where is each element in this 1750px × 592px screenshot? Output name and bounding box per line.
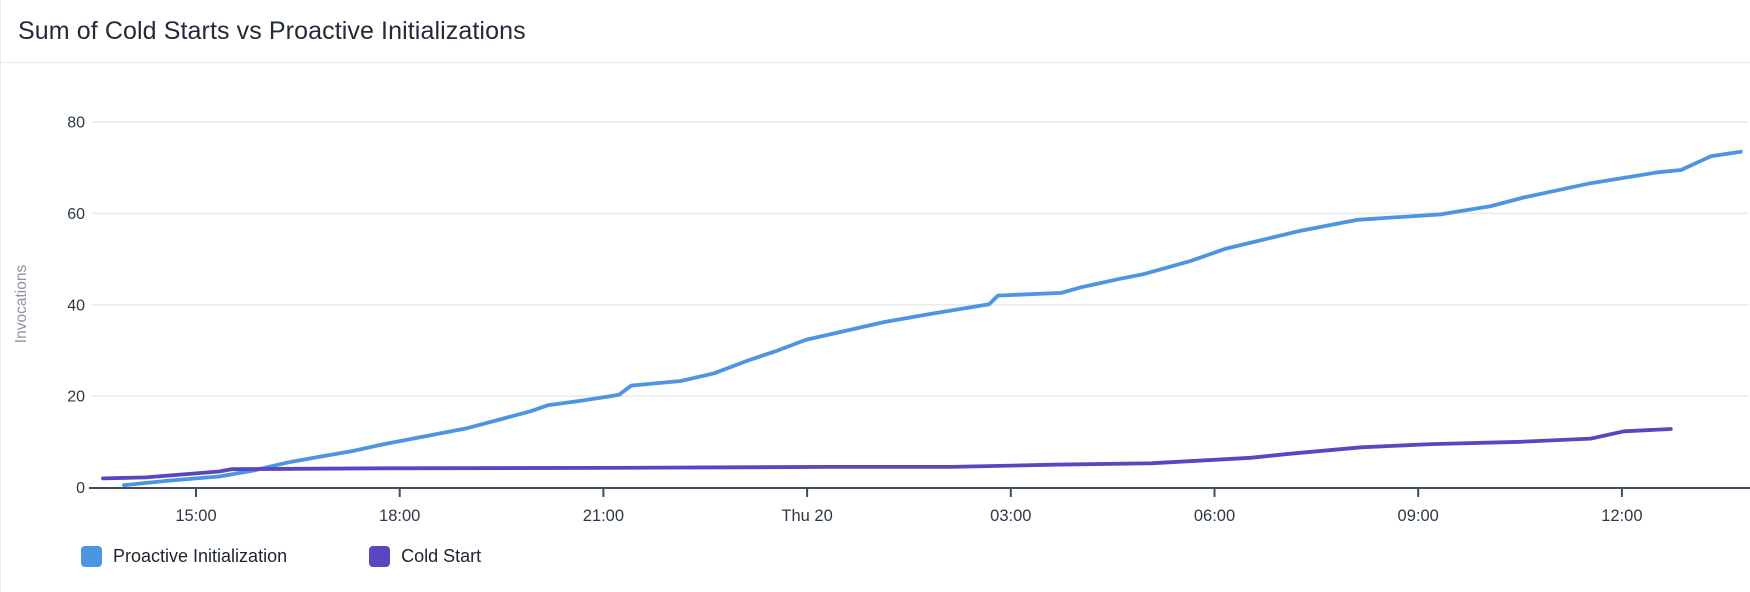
svg-text:18:00: 18:00 [379,507,420,525]
x-axis: 15:00 18:00 21:00 Thu 20 03:00 06:00 09:00 12:0… [89,487,1750,525]
series-line-proactive-initialization [122,149,1743,488]
widget-header: Sum of Cold Starts vs Proactive Initiali… [1,0,1750,62]
svg-text:0: 0 [76,480,85,497]
legend-item-proactive-initialization[interactable]: Proactive Initialization [81,546,287,567]
page-title: Sum of Cold Starts vs Proactive Initiali… [18,16,526,45]
y-axis-labels: 0 20 40 60 80 [67,115,85,497]
svg-text:03:00: 03:00 [990,507,1031,525]
svg-text:60: 60 [67,206,85,223]
svg-text:Thu 20: Thu 20 [781,507,832,525]
svg-text:06:00: 06:00 [1194,507,1235,525]
svg-text:15:00: 15:00 [175,507,216,525]
header-divider [1,62,1750,63]
svg-text:80: 80 [67,115,85,132]
legend-label-proactive-initialization: Proactive Initialization [113,546,288,566]
svg-text:20: 20 [67,389,85,406]
chart-canvas[interactable]: 0 20 40 60 80 15:00 18:00 21:00 Thu 20 03:00 06:00… [1,63,1750,533]
series-lines [101,149,1743,488]
legend-swatch-cold-start [369,546,391,567]
y-gridlines [91,121,1749,397]
legend-label-cold-start: Cold Start [401,546,482,566]
svg-text:09:00: 09:00 [1398,507,1439,525]
legend-item-cold-start[interactable]: Cold Start [369,546,481,567]
legend: Proactive Initialization Cold Start [81,546,481,567]
svg-text:12:00: 12:00 [1601,507,1642,525]
svg-text:21:00: 21:00 [583,507,624,525]
legend-swatch-proactive-initialization [81,546,102,567]
series-line-cold-start [101,427,1673,481]
svg-text:40: 40 [67,297,85,314]
